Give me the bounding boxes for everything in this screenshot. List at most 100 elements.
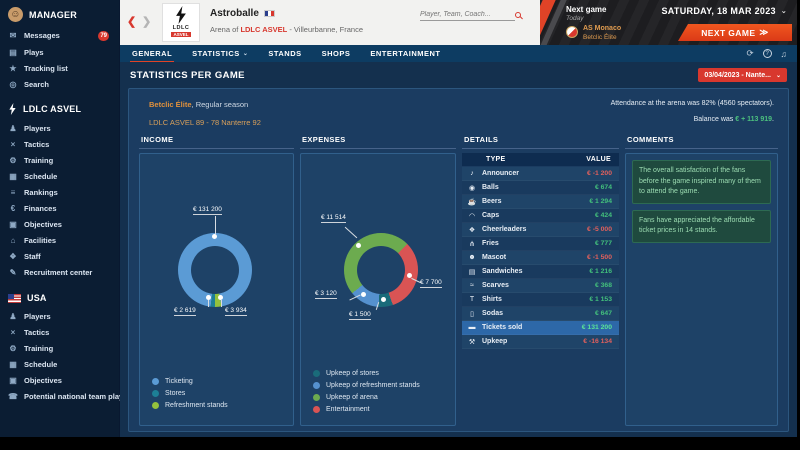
next-game-button[interactable]: NEXT GAME ≫: [678, 24, 792, 41]
forward-arrow[interactable]: ❯: [142, 16, 152, 28]
tab-statistics[interactable]: STATISTICS ⌄: [192, 49, 249, 58]
manager-profile[interactable]: ☺ MANAGER: [0, 0, 119, 27]
help-icon[interactable]: ?: [762, 49, 772, 58]
table-header: TYPE VALUE: [462, 153, 619, 166]
table-row[interactable]: ◉ Balls € 674: [462, 181, 619, 195]
sidebar-item-tracking-list[interactable]: ★ Tracking list: [9, 63, 68, 73]
national-section-label: USA: [27, 293, 47, 303]
game-date-filter[interactable]: 03/04/2023 - Nante... ⌄: [698, 68, 787, 82]
page-title: STATISTICS PER GAME: [130, 70, 245, 81]
usa-flag-icon: [8, 293, 21, 303]
sidebar-item-objectives[interactable]: ▣ Objectives: [9, 219, 62, 229]
shirts-icon: T: [469, 296, 475, 303]
sidebar-item-facilities[interactable]: ⌂ Facilities: [0, 232, 119, 248]
comments-title: COMMENTS: [625, 133, 778, 149]
sidebar-item-nat-schedule[interactable]: ▦ Schedule: [9, 359, 58, 369]
comments-column: COMMENTS The overall satisfaction of the…: [625, 133, 778, 426]
sidebar-item-nat-potential-players[interactable]: ☎ Potential national team players: [8, 391, 135, 401]
competition-name: Betclic Élite: [149, 100, 192, 109]
table-row[interactable]: ◠ Caps € 424: [462, 209, 619, 223]
sidebar-item-recruitment-center[interactable]: ✎ Recruitment center: [9, 267, 93, 277]
france-flag-icon: [263, 9, 275, 18]
label-line: [215, 216, 216, 234]
sidebar-item-nat-tactics[interactable]: × Tactics: [0, 324, 119, 340]
music-icon[interactable]: ♫: [780, 48, 787, 59]
legend-dot: [313, 370, 320, 377]
club-section-label: LDLC ASVEL: [23, 104, 82, 114]
sidebar-item-finances[interactable]: € Finances: [0, 200, 119, 216]
comment-item: Fans have appreciated the affordable tic…: [632, 209, 771, 243]
tab-entertainment[interactable]: ENTERTAINMENT: [370, 49, 441, 58]
legend-item: Ticketing: [152, 378, 228, 385]
upkeep-icon: ⚒: [468, 338, 476, 346]
table-row[interactable]: ♪ Announcer € -1 200: [462, 167, 619, 181]
avatar: ☺: [8, 7, 23, 22]
rankings-icon: ≡: [10, 187, 16, 197]
next-game-label: Next game: [566, 5, 607, 14]
sidebar-item-nat-training[interactable]: ⚙ Training: [9, 343, 54, 353]
unread-badge: 79: [98, 30, 109, 41]
tab-general[interactable]: GENERAL: [129, 49, 175, 63]
sidebar-item-plays[interactable]: ▤ Plays: [9, 47, 44, 57]
lightning-icon: [176, 6, 186, 24]
balance-value: € + 113 919: [735, 116, 773, 123]
sidebar-item-schedule[interactable]: ▦ Schedule: [9, 171, 58, 181]
attendance-text: Attendance at the arena was 82% (4560 sp…: [610, 100, 774, 107]
legend-dot: [152, 378, 159, 385]
income-column: INCOME € 131 200 € 2 619 € 3 934: [139, 133, 294, 426]
sidebar-item-nat-objectives[interactable]: ▣ Objectives: [9, 375, 62, 385]
sidebar-item-nat-players[interactable]: ♟ Players: [9, 311, 51, 321]
refreshment-upkeep-value-label: € 3 120: [315, 290, 337, 299]
sidebar-item-messages[interactable]: ✉ Messages 79: [9, 30, 109, 41]
table-row[interactable]: ⚒ Upkeep € -16 134: [462, 335, 619, 349]
sidebar-item-rankings[interactable]: ≡ Rankings: [0, 184, 119, 200]
tab-shops[interactable]: SHOPS: [321, 49, 351, 58]
table-row[interactable]: ▤ Sandwiches € 1 216: [462, 265, 619, 279]
sidebar-item-tactics[interactable]: × Tactics: [0, 136, 119, 152]
income-legend: Ticketing Stores Refreshment: [152, 378, 228, 409]
table-row[interactable]: T Shirts € 1 153: [462, 293, 619, 307]
legend-item: Upkeep of arena: [313, 394, 420, 401]
sidebar-item-players[interactable]: ♟ Players: [9, 123, 51, 133]
score-line: LDLC ASVEL 89 - 78 Nanterre 92: [149, 118, 261, 127]
game-meta: Betclic Élite, Regular season LDLC ASVEL…: [149, 100, 261, 127]
legend-dot: [152, 390, 159, 397]
entertainment-value-label: € 7 700: [420, 279, 442, 288]
table-row[interactable]: ☕ Beers € 1 294: [462, 195, 619, 209]
nat-schedule-icon: ▦: [9, 359, 17, 369]
table-row[interactable]: ≈ Scarves € 368: [462, 279, 619, 293]
sidebar-item-training[interactable]: ⚙ Training: [9, 155, 54, 165]
current-date-dropdown[interactable]: SATURDAY, 18 MAR 2023 ⌄: [661, 6, 787, 16]
search-icon[interactable]: [515, 12, 521, 18]
label-line: [344, 226, 358, 239]
chart-dot: [381, 297, 386, 302]
club-logo-icon: [9, 103, 16, 115]
staff-icon: ❖: [9, 251, 17, 261]
legend-dot: [313, 382, 320, 389]
table-row[interactable]: ▬ Tickets sold € 131 200: [462, 321, 619, 335]
sidebar-item-search[interactable]: ◎ Search: [9, 79, 50, 89]
table-row[interactable]: ❖ Cheerleaders € -5 000: [462, 223, 619, 237]
table-row[interactable]: ▯ Sodas € 647: [462, 307, 619, 321]
sidebar-item-staff[interactable]: ❖ Staff: [9, 251, 41, 261]
club-section-header: LDLC ASVEL: [0, 96, 119, 120]
back-arrow[interactable]: ❮: [127, 16, 137, 28]
opponent-name[interactable]: AS Monaco: [583, 25, 622, 32]
recruitment-center-icon: ✎: [9, 267, 17, 277]
chart-dot: [206, 295, 211, 300]
search-input[interactable]: [420, 11, 511, 18]
chevron-down-icon: ⌄: [775, 72, 781, 79]
search-icon: ◎: [9, 79, 17, 89]
expenses-legend: Upkeep of stores Upkeep of refreshment s…: [313, 370, 420, 413]
opponent-league: Betclic Élite: [583, 34, 617, 41]
schedule-icon: ▦: [9, 171, 17, 181]
sync-icon[interactable]: ⟳: [746, 48, 754, 58]
table-body: ♪ Announcer € -1 200 ◉ Balls € 674: [462, 167, 619, 349]
table-row[interactable]: ⋔ Fries € 777: [462, 237, 619, 251]
nav-icons: ⟳ ? ♫: [747, 48, 788, 59]
tab-stands[interactable]: STANDS: [268, 49, 302, 58]
arena-upkeep-value-label: € 11 514: [321, 214, 346, 223]
type-column-header: TYPE: [486, 156, 506, 163]
income-title: INCOME: [139, 133, 294, 149]
table-row[interactable]: ☻ Mascot € -1 500: [462, 251, 619, 265]
